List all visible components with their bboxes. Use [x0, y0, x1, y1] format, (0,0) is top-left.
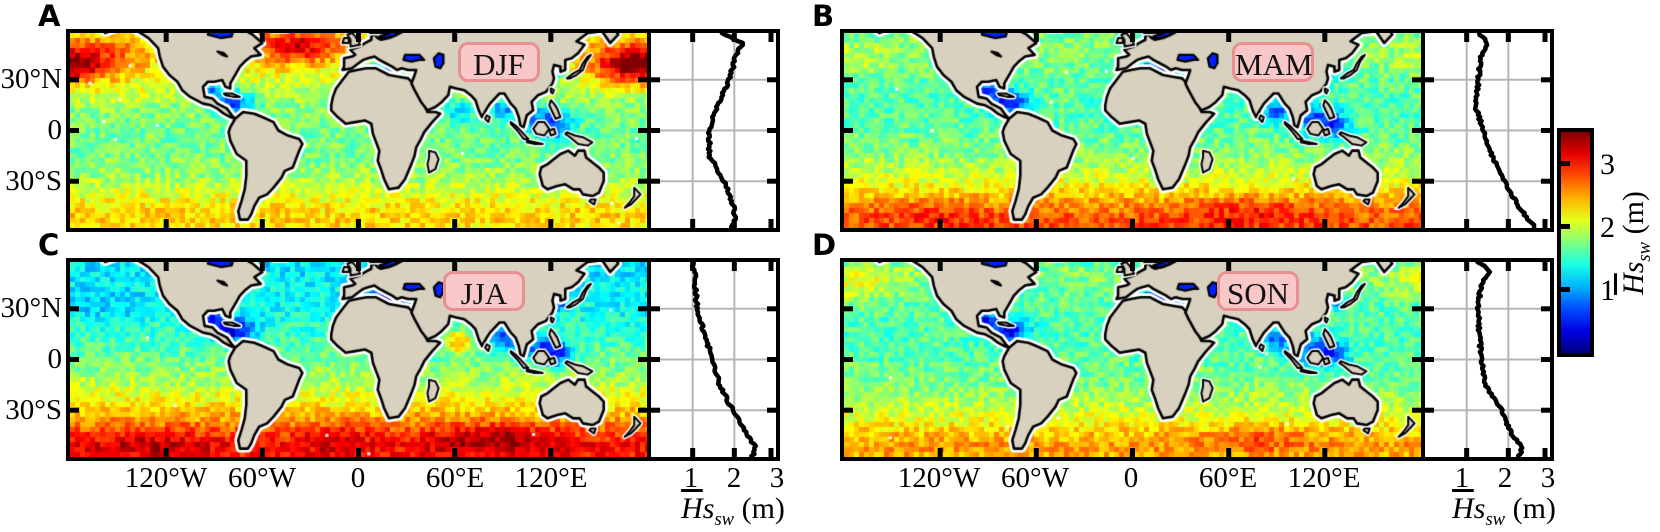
- profile-panel-djf: [647, 29, 780, 232]
- colorbar-axis-title: Hssw (m): [1617, 133, 1655, 353]
- panel-letter-c: C: [38, 228, 60, 262]
- hs-tick-label: 1: [683, 462, 699, 494]
- panel-letter-b: B: [812, 0, 835, 33]
- hs-axis-title: Hssw (m): [648, 492, 818, 531]
- lon-tick-label: 60°E: [1198, 462, 1258, 494]
- hs-tick-label: 2: [726, 462, 742, 494]
- season-label-djf: DJF: [458, 42, 540, 82]
- hs-symbol: H: [1452, 492, 1474, 525]
- season-label-son: SON: [1217, 271, 1299, 311]
- profile-panel-jja: [647, 258, 780, 461]
- lon-tick-label: 60°W: [228, 462, 296, 494]
- lat-tick-label: 30°S: [5, 394, 62, 426]
- profile-plot-son: [1425, 262, 1550, 457]
- map-canvas-son: [844, 262, 1421, 457]
- hs-symbol-sub: sw: [714, 509, 735, 530]
- map-ticks-overlay: [844, 262, 1421, 457]
- season-label-jja: JJA: [443, 271, 525, 311]
- hs-symbol: H: [681, 492, 703, 525]
- colorbar-tick-mark: [1561, 287, 1570, 292]
- lat-tick-label: 30°N: [0, 292, 62, 324]
- lat-tick-label: 30°N: [0, 63, 62, 95]
- hs-symbol-s: s: [702, 492, 715, 525]
- colorbar-tick-label: 3: [1600, 148, 1615, 181]
- profile-panel-mam: [1421, 29, 1554, 232]
- hs-symbol-sub: sw: [1485, 509, 1506, 530]
- hs-tick-label: 3: [769, 462, 785, 494]
- colorbar-tick-mark: [1561, 224, 1570, 229]
- season-label-mam: MAM: [1232, 42, 1314, 82]
- map-ticks-overlay: [70, 262, 647, 457]
- hs-unit: (m): [1617, 191, 1650, 235]
- map-panel-djf: DJF: [66, 29, 651, 232]
- hs-tick-label: 2: [1497, 462, 1513, 494]
- lon-tick-label: 120°E: [514, 462, 588, 494]
- lat-tick-label: 0: [47, 343, 63, 375]
- profile-plot-jja: [651, 262, 776, 457]
- colorbar-tick-label: 2: [1600, 211, 1615, 244]
- lon-tick-label: 0: [350, 462, 366, 494]
- hs-unit: (m): [741, 492, 785, 525]
- hs-symbol-sub: sw: [1634, 241, 1655, 262]
- map-canvas-djf: [70, 33, 647, 228]
- lon-tick-label: 120°W: [124, 462, 208, 494]
- lon-tick-label: 120°W: [897, 462, 981, 494]
- colorbar-tick-label: 1: [1600, 274, 1615, 307]
- lon-tick-label: 60°W: [1001, 462, 1069, 494]
- lon-tick-label: 120°E: [1287, 462, 1361, 494]
- map-canvas-mam: [844, 33, 1421, 228]
- hs-axis-title: Hssw (m): [1419, 492, 1589, 531]
- colorbar-tick-mark: [1561, 161, 1570, 166]
- panel-letter-a: A: [38, 0, 61, 33]
- map-ticks-overlay: [70, 33, 647, 228]
- hs-symbol-s: s: [1617, 261, 1650, 274]
- map-panel-jja: JJA: [66, 258, 651, 461]
- lat-tick-label: 30°S: [5, 165, 62, 197]
- panel-letter-d: D: [812, 228, 837, 262]
- lon-tick-label: 60°E: [425, 462, 485, 494]
- hs-symbol: H: [1617, 273, 1650, 295]
- map-panel-mam: MAM: [840, 29, 1425, 232]
- hs-symbol-s: s: [1473, 492, 1486, 525]
- colorbar: [1557, 128, 1594, 357]
- profile-plot-djf: [651, 33, 776, 228]
- lon-tick-label: 0: [1123, 462, 1139, 494]
- hs-unit: (m): [1512, 492, 1556, 525]
- hs-tick-label: 3: [1540, 462, 1556, 494]
- lat-tick-label: 0: [47, 114, 63, 146]
- hs-tick-label: 1: [1454, 462, 1470, 494]
- map-panel-son: SON: [840, 258, 1425, 461]
- map-canvas-jja: [70, 262, 647, 457]
- profile-plot-mam: [1425, 33, 1550, 228]
- profile-panel-son: [1421, 258, 1554, 461]
- map-ticks-overlay: [844, 33, 1421, 228]
